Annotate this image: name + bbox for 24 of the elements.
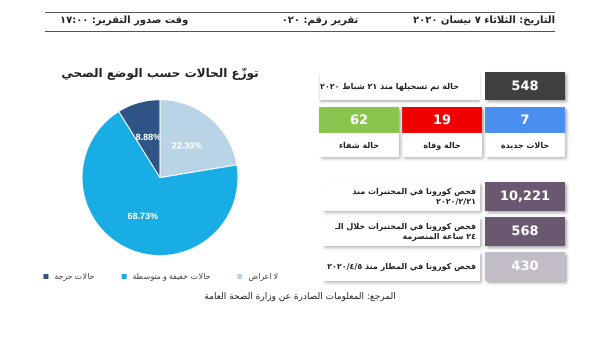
text: التاريخ: الثلاثاء ٧ نيسان ٢٠٢٠ — [412, 15, 555, 26]
text: فحص كورونا في المختبرات منذ ٢٠٢٠/٢/٢١ — [322, 182, 480, 211]
text: وقت صدور التقرير: ١٧:٠٠ — [60, 15, 190, 26]
data-label: 22.39% — [172, 140, 202, 151]
text: 62 — [319, 107, 399, 133]
text: 548 — [485, 72, 565, 100]
text: 430 — [485, 252, 565, 281]
data-label: 68.73% — [127, 210, 158, 221]
text: فحص كورونا في المطار منذ ٢٠٢٠/٤/٥ — [322, 252, 480, 281]
text: حالة شفاء — [319, 133, 399, 157]
legend-label: حالات حرجة — [54, 272, 95, 281]
text: تقرير رقم: ٠٢٠ — [280, 15, 360, 26]
text: حالة تم تسجيلها منذ ٢١ شباط ٢٠٢٠ — [320, 72, 480, 100]
text: 7 — [485, 107, 565, 133]
chart-title: توزّع الحالات حسب الوضع الصحي — [61, 66, 259, 80]
text: حالات جديدة — [485, 133, 565, 157]
text: 10,221 — [485, 182, 565, 211]
text: المرجع: المعلومات الصادرة عن وزارة الصحة العامة — [203, 292, 397, 302]
text: 19 — [402, 107, 482, 133]
text: 568 — [485, 217, 565, 246]
text: فحص كورونا في المختبرات خلال الـ ٢٤ ساعة المنصرمة — [322, 217, 480, 246]
text: حالة وفاة — [402, 133, 482, 157]
legend-label: لا اعراض — [248, 272, 279, 281]
legend-label: حالات خفيفة و متوسطة — [132, 272, 210, 281]
